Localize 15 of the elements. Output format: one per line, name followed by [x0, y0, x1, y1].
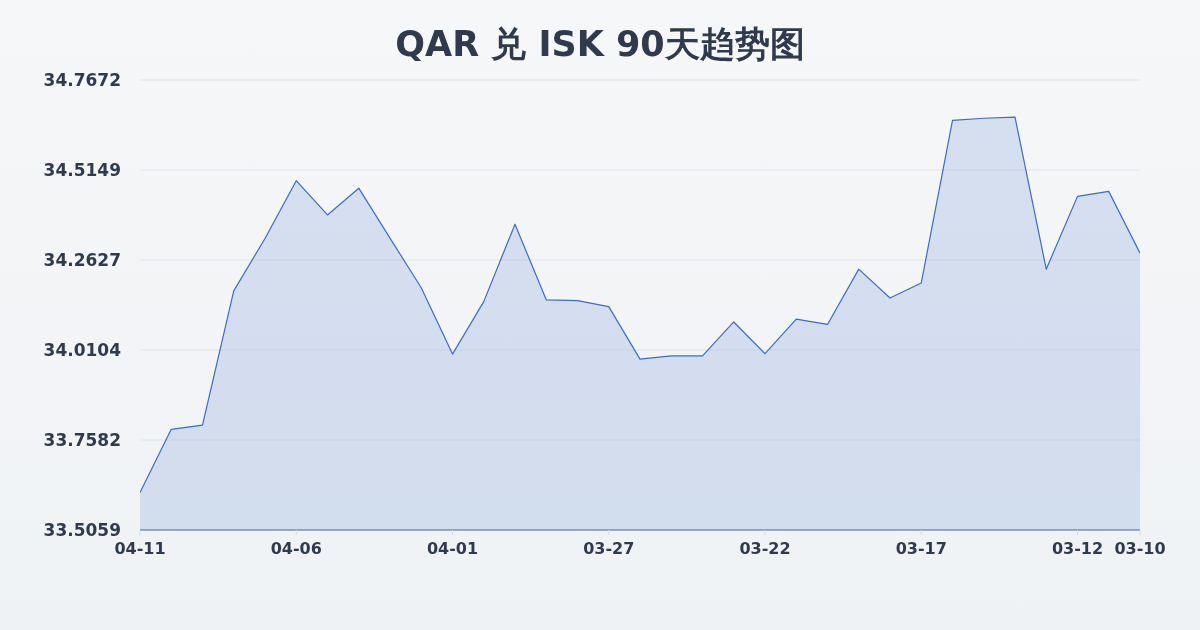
y-tick-label: 34.5149: [43, 160, 121, 181]
y-tick-label: 34.7672: [43, 70, 121, 91]
x-tick-label: 03-22: [739, 539, 791, 559]
x-tick-label: 03-17: [895, 539, 947, 559]
x-tick-label: 04-06: [270, 539, 322, 559]
x-tick-label: 03-27: [583, 539, 635, 559]
x-tick-label: 04-11: [114, 539, 166, 559]
x-tick-label: 03-10: [1114, 539, 1166, 559]
y-tick-label: 33.5059: [43, 520, 121, 541]
chart-title: QAR 兑 ISK 90天趋势图: [394, 23, 806, 66]
y-tick-label: 34.0104: [43, 340, 122, 361]
x-tick-label: 04-01: [426, 539, 479, 559]
x-tick-label: 03-12: [1051, 539, 1104, 559]
y-tick-label: 34.2627: [43, 250, 121, 271]
y-tick-label: 33.7582: [43, 430, 121, 451]
